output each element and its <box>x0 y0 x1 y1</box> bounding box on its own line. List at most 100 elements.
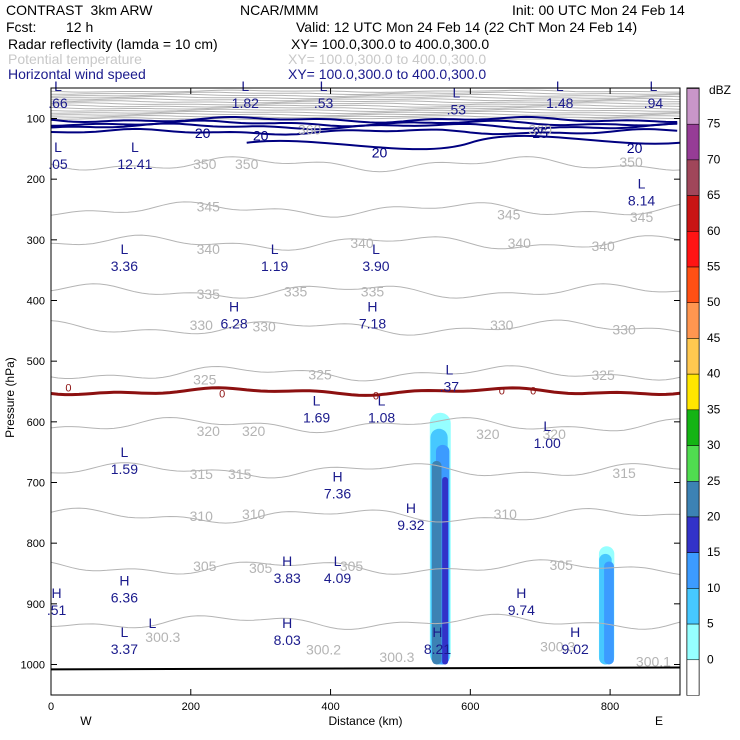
extremum-22-symbol: H <box>282 553 292 569</box>
colorbar-swatch-7 <box>686 302 700 339</box>
valid-time: Valid: 12 UTC Mon 24 Feb 14 (22 ChT Mon … <box>296 19 638 35</box>
colorbar-label-0: 0 <box>707 652 714 666</box>
colorbar-label-35: 35 <box>707 402 721 416</box>
extremum-12-symbol: L <box>372 241 380 257</box>
isentrope-upper-12 <box>51 113 680 117</box>
theta-label-25: 315 <box>190 466 214 482</box>
reflectivity-cell-1-layer-5 <box>442 476 449 665</box>
extremum-15-symbol: L <box>445 362 453 378</box>
extremum-28-symbol: L <box>120 624 128 640</box>
colorbar-swatch-4 <box>686 195 700 232</box>
extremum-7-value: .05 <box>48 156 68 172</box>
extremum-28-value: 3.37 <box>111 641 138 657</box>
y-tick-label-200: 200 <box>27 174 45 186</box>
colorbar-swatch-10 <box>686 409 700 446</box>
extremum-5-symbol: L <box>556 78 564 94</box>
theta-label-34: 300.3 <box>145 629 180 645</box>
isentrope-upper-10 <box>51 108 680 113</box>
extremum-14-value: 7.18 <box>359 315 386 331</box>
colorbar-swatch-9 <box>686 373 700 411</box>
extremum-21-value: 9.32 <box>397 517 424 533</box>
extremum-13-symbol: H <box>229 298 239 314</box>
isentrope-upper-9 <box>51 106 680 110</box>
theta-label-37: 300.3 <box>540 638 575 654</box>
isentrope-upper-2 <box>51 91 680 95</box>
theta-label-22: 320 <box>242 423 266 439</box>
extremum-10-value: 3.36 <box>111 258 138 274</box>
theta-label-7: 340 <box>197 241 221 257</box>
theta-label-12: 335 <box>284 283 308 299</box>
field-2-name: Potential temperature <box>8 51 142 67</box>
x-tick-label-800: 800 <box>601 701 619 713</box>
theta-label-14: 330 <box>190 317 214 333</box>
extremum-25-symbol: H <box>52 585 62 601</box>
colorbar-label-15: 15 <box>707 545 721 559</box>
extremum-26-value: 9.74 <box>508 602 535 618</box>
y-tick-label-100: 100 <box>27 114 45 126</box>
colorbar-label-75: 75 <box>707 117 721 131</box>
x-end-label-east: E <box>655 714 663 728</box>
extremum-23-symbol: L <box>334 553 342 569</box>
theta-label-6: 345 <box>630 209 654 225</box>
y-tick-label-900: 900 <box>27 599 45 611</box>
colorbar-label-5: 5 <box>707 617 714 631</box>
extremum-6-symbol: L <box>650 78 658 94</box>
theta-label-38: 300.1 <box>636 653 671 669</box>
isentrope-upper-8 <box>51 104 680 108</box>
plot-frame <box>50 87 681 696</box>
x-tick-label-0: 0 <box>48 701 54 713</box>
isentrope-300 <box>51 613 680 630</box>
wind-contour-3 <box>51 122 678 131</box>
theta-label-11: 335 <box>197 286 221 302</box>
theta-label-24: 320 <box>543 426 567 442</box>
colorbar-swatch-8 <box>686 338 700 375</box>
freezing-label-5: 0 <box>530 385 536 397</box>
colorbar-label-10: 10 <box>707 581 721 595</box>
theta-label-41: 360 <box>298 121 322 137</box>
colorbar-label-55: 55 <box>707 260 721 274</box>
isentrope-315 <box>51 462 680 479</box>
colorbar-swatch-5 <box>686 231 700 268</box>
extremum-1-value: .66 <box>48 95 68 111</box>
extremum-24-value: 6.36 <box>111 590 138 606</box>
extremum-11-symbol: L <box>271 241 279 257</box>
plot-background <box>51 88 680 695</box>
isentrope-upper-7 <box>51 102 680 106</box>
y-tick-label-400: 400 <box>27 296 45 308</box>
extremum-8-value: 12.41 <box>117 156 152 172</box>
colorbar-swatch-1 <box>686 88 700 125</box>
y-tick-label-500: 500 <box>27 356 45 368</box>
extremum-27-symbol: H <box>282 615 292 631</box>
extremum-22-value: 3.83 <box>274 570 301 586</box>
wind-contour-1 <box>51 115 678 124</box>
extremum-20-value: 7.36 <box>324 485 351 501</box>
field-2-xy: XY= 100.0,300.0 to 400.0,300.0 <box>288 51 487 67</box>
extremum-11-value: 1.19 <box>261 258 288 274</box>
isentrope-310 <box>51 507 680 524</box>
extremum-29-symbol: H <box>432 624 442 640</box>
extremum-2-value: 1.82 <box>232 95 259 111</box>
field-1-xy: XY= 100.0,300.0 to 400.0,300.0 <box>291 36 490 52</box>
colorbar-swatch-6 <box>686 266 700 303</box>
colorbar-swatch-13 <box>686 516 700 553</box>
x-axis-label: Distance (km) <box>328 714 402 728</box>
extremum-19-symbol: L <box>120 444 128 460</box>
init-time: Init: 00 UTC Mon 24 Feb 14 <box>512 2 685 18</box>
colorbar-label-30: 30 <box>707 438 721 452</box>
colorbar-swatch-15 <box>686 588 700 625</box>
freezing-label-4: 0 <box>499 385 505 397</box>
theta-label-13: 335 <box>361 283 385 299</box>
extremum-20-symbol: H <box>332 468 342 484</box>
isentrope-330 <box>51 319 680 336</box>
ground-line <box>51 666 680 671</box>
colorbar-swatch-12 <box>686 481 700 518</box>
isentrope-upper-13 <box>51 114 680 119</box>
fcst-label: Fcst: <box>6 19 37 35</box>
y-tick-label-1000: 1000 <box>21 660 45 672</box>
isentrope-345 <box>51 201 680 218</box>
wind-label-1: 20 <box>195 125 211 141</box>
freezing-label-1: 0 <box>65 382 71 394</box>
extremum-2-symbol: L <box>241 78 249 94</box>
wind-label-5: 20 <box>627 140 643 156</box>
y-tick-label-700: 700 <box>27 478 45 490</box>
